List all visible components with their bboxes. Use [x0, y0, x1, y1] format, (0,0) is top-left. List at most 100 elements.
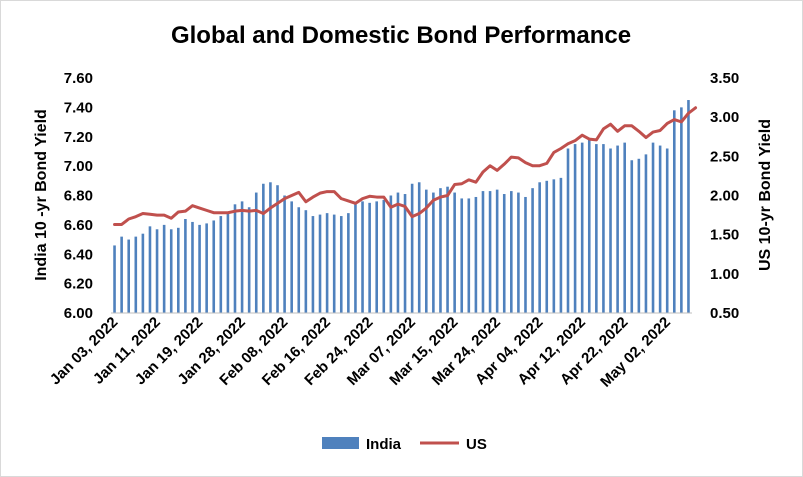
- india-bar: [460, 198, 464, 313]
- india-bar: [446, 186, 449, 313]
- chart-title: Global and Domestic Bond Performance: [171, 22, 631, 49]
- left-tick-label: 6.80: [64, 188, 93, 205]
- india-bar: [665, 148, 669, 313]
- india-bar: [375, 201, 378, 314]
- us-series-line: [113, 106, 698, 226]
- india-bar: [559, 177, 563, 313]
- india-bar: [304, 210, 308, 313]
- india-bar: [325, 213, 329, 314]
- india-bar: [339, 216, 343, 313]
- india-bar: [637, 158, 641, 313]
- india-bar: [396, 192, 400, 313]
- india-bar: [184, 219, 187, 313]
- india-bar: [467, 198, 471, 313]
- india-bar: [417, 182, 421, 313]
- legend-india-swatch: [322, 437, 359, 449]
- india-bar: [205, 223, 208, 313]
- india-bar: [587, 139, 591, 313]
- india-bar: [269, 182, 272, 313]
- right-tick-label: 3.00: [710, 109, 739, 126]
- india-bar: [212, 220, 216, 313]
- india-bar: [672, 110, 676, 313]
- india-bar: [644, 154, 648, 313]
- india-bar: [595, 144, 598, 313]
- india-bar: [247, 207, 251, 313]
- india-bar: [552, 179, 556, 313]
- india-bar: [680, 107, 683, 314]
- india-bar: [141, 233, 145, 313]
- left-tick-label: 7.00: [64, 158, 93, 175]
- india-bar: [566, 148, 570, 313]
- india-bar: [148, 226, 152, 313]
- india-bar: [524, 196, 527, 313]
- india-bar: [580, 142, 584, 313]
- left-tick-label: 7.20: [64, 129, 93, 146]
- india-bar: [382, 199, 386, 313]
- india-bar: [283, 195, 286, 313]
- india-bar: [113, 245, 116, 313]
- india-bar: [262, 183, 265, 313]
- right-tick-label: 1.00: [710, 266, 739, 283]
- india-bar: [439, 188, 442, 313]
- right-tick-label: 2.50: [710, 148, 739, 165]
- right-axis-ticks: 0.50 1.00 1.50 2.00 2.50 3.00 3.50: [710, 70, 739, 322]
- india-bar: [410, 183, 414, 313]
- india-bar: [297, 207, 301, 313]
- india-bar: [502, 194, 506, 313]
- left-axis-title: India 10 -yr Bond Yield: [33, 109, 50, 281]
- india-bar: [162, 224, 166, 313]
- india-bar: [545, 180, 549, 313]
- india-bar: [290, 201, 293, 314]
- india-bar: [531, 188, 534, 313]
- india-bar: [616, 145, 619, 313]
- india-bar: [517, 192, 520, 313]
- india-bar: [495, 189, 499, 314]
- india-bar: [573, 144, 577, 313]
- india-bar: [155, 229, 159, 313]
- india-bar: [361, 201, 364, 314]
- india-bar: [389, 195, 393, 313]
- india-bar: [425, 189, 428, 314]
- india-bar: [488, 191, 492, 313]
- india-bar: [687, 100, 690, 313]
- india-bar: [354, 204, 357, 313]
- india-bar: [403, 194, 407, 313]
- left-tick-label: 6.00: [64, 305, 93, 322]
- india-bars: [113, 100, 690, 314]
- india-bar: [623, 142, 626, 313]
- india-bar: [134, 236, 138, 313]
- india-bar: [254, 192, 258, 313]
- india-bar: [474, 196, 478, 313]
- left-tick-label: 7.40: [64, 99, 93, 116]
- india-bar: [226, 213, 230, 314]
- india-bar: [127, 239, 131, 313]
- left-tick-label: 6.40: [64, 246, 93, 263]
- india-bar: [453, 192, 456, 313]
- india-bar: [368, 202, 371, 313]
- india-bar: [609, 148, 612, 313]
- india-bar: [432, 192, 435, 313]
- left-tick-label: 6.20: [64, 276, 93, 293]
- legend-us-label: US: [466, 436, 487, 453]
- right-tick-label: 3.50: [710, 70, 739, 87]
- left-tick-label: 6.60: [64, 217, 93, 234]
- legend: India US: [322, 436, 487, 453]
- india-bar: [651, 142, 655, 313]
- right-tick-label: 0.50: [710, 305, 739, 322]
- india-bar: [240, 201, 244, 314]
- india-bar: [177, 227, 180, 313]
- india-bar: [630, 160, 634, 313]
- india-bar: [602, 144, 605, 313]
- india-bar: [510, 191, 513, 313]
- right-axis-title: US 10-yr Bond Yield: [757, 119, 774, 271]
- india-bar: [219, 216, 223, 313]
- legend-india-label: India: [366, 436, 402, 453]
- india-bar: [198, 224, 201, 313]
- right-tick-label: 1.50: [710, 227, 739, 244]
- left-axis-ticks: 6.00 6.20 6.40 6.60 6.80 7.00 7.20 7.40 7.60: [64, 70, 93, 322]
- india-bar: [658, 145, 662, 313]
- india-bar: [538, 182, 541, 313]
